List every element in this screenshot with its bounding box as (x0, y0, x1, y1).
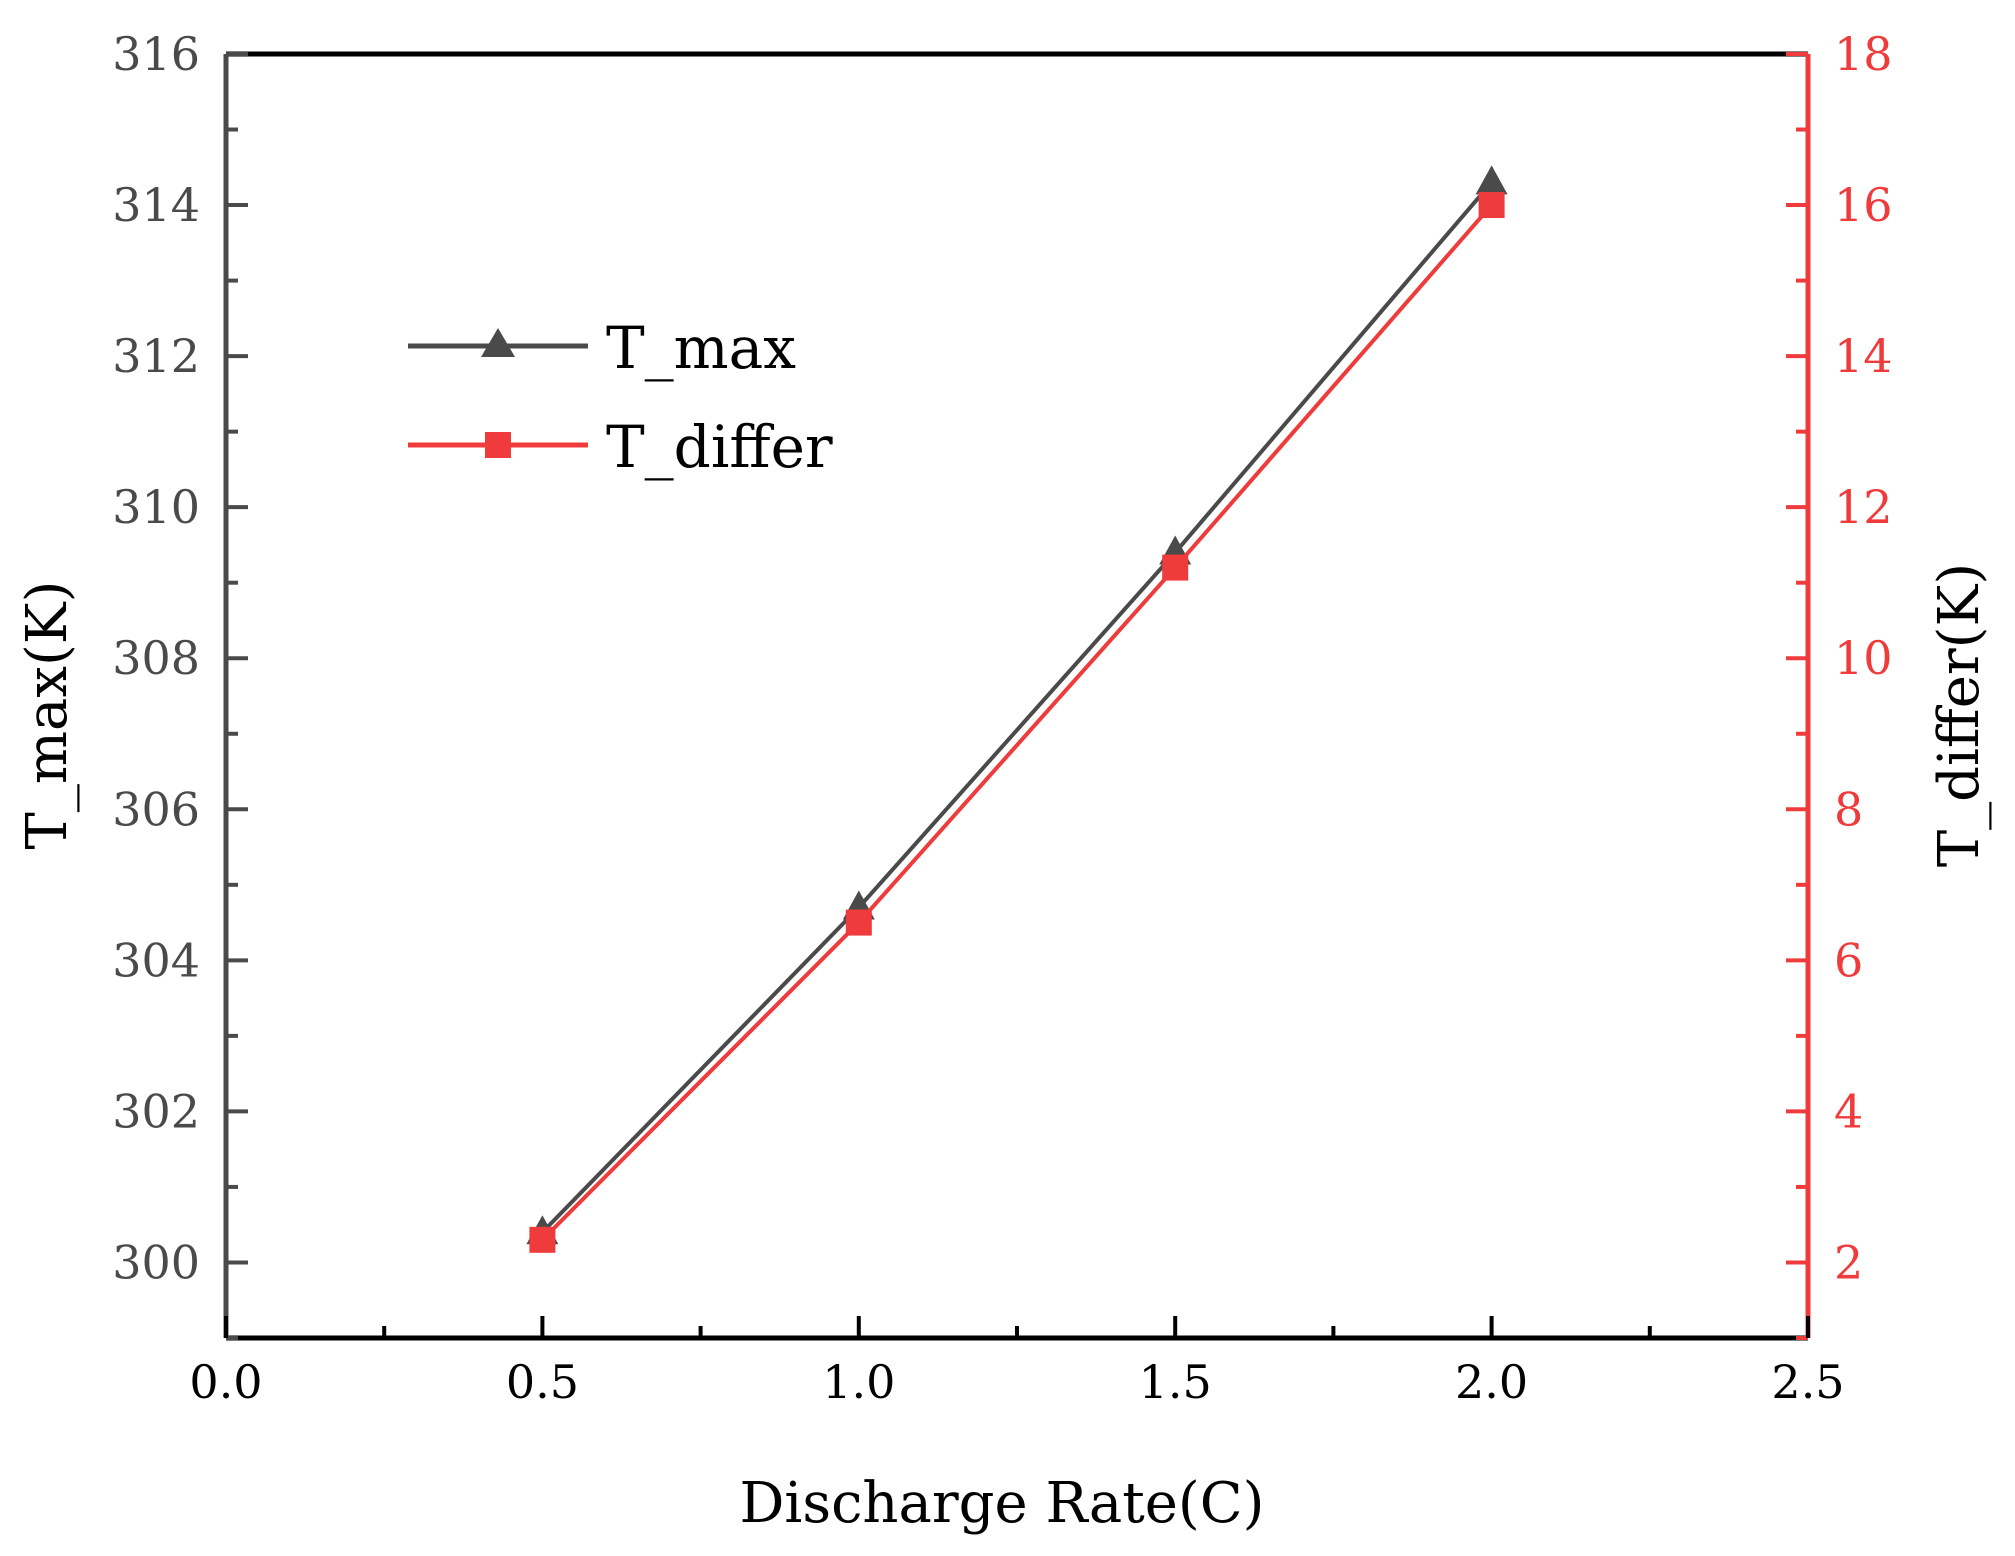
right-tick-label: 6 (1834, 933, 1863, 987)
legend: T_max T_differ (408, 314, 833, 481)
legend-marker-square-icon (485, 432, 511, 458)
left-y-axis-title: T_max(K) (15, 581, 80, 850)
right-tick-label: 14 (1834, 329, 1893, 383)
data-point-square (529, 1226, 556, 1253)
series-t-differ (529, 192, 1505, 1253)
data-point-square (1478, 192, 1505, 219)
right-tick-label: 4 (1834, 1084, 1863, 1138)
x-tick-label: 0.0 (189, 1355, 262, 1409)
left-tick-label: 302 (112, 1084, 200, 1138)
x-tick-label: 1.0 (822, 1355, 895, 1409)
series-group (526, 165, 1508, 1253)
x-tick-label: 2.5 (1771, 1355, 1844, 1409)
left-tick-label: 314 (112, 178, 200, 232)
left-tick-label: 306 (112, 782, 200, 836)
left-y-axis: 300 302 304 306 308 310 312 314 316 (112, 27, 248, 1340)
series-line (540, 203, 1494, 1242)
left-tick-label: 300 (112, 1235, 200, 1289)
right-tick-label: 12 (1834, 480, 1893, 534)
data-point-square (845, 909, 872, 936)
data-point-square (1162, 554, 1189, 581)
right-tick-label: 10 (1834, 631, 1893, 685)
x-axis-title: Discharge Rate(C) (740, 1471, 1265, 1536)
x-tick-label: 0.5 (506, 1355, 579, 1409)
left-tick-label: 316 (112, 27, 200, 81)
legend-item-t-differ: T_differ (408, 413, 833, 481)
x-tick-label: 1.5 (1139, 1355, 1212, 1409)
series-line (540, 181, 1494, 1234)
right-tick-label: 2 (1834, 1235, 1863, 1289)
data-point-triangle (1475, 165, 1508, 195)
x-axis: 0.0 0.5 1.0 1.5 2.0 2.5 (189, 1316, 1845, 1409)
left-tick-label: 304 (112, 933, 200, 987)
left-tick-label: 308 (112, 631, 200, 685)
legend-item-t-max: T_max (408, 314, 796, 382)
right-y-axis-title: T_differ(K) (1927, 563, 1992, 867)
right-y-axis: 2 4 6 8 10 12 14 16 18 (1786, 27, 1893, 1340)
right-tick-label: 18 (1834, 27, 1893, 81)
plot-frame (226, 51, 1808, 1341)
right-tick-label: 8 (1834, 782, 1863, 836)
legend-marker-triangle-icon (481, 328, 515, 357)
left-tick-label: 310 (112, 480, 200, 534)
left-tick-label: 312 (112, 329, 200, 383)
right-tick-label: 16 (1834, 178, 1893, 232)
legend-label-t-differ: T_differ (606, 413, 833, 481)
x-tick-label: 2.0 (1455, 1355, 1528, 1409)
legend-label-t-max: T_max (606, 314, 796, 382)
